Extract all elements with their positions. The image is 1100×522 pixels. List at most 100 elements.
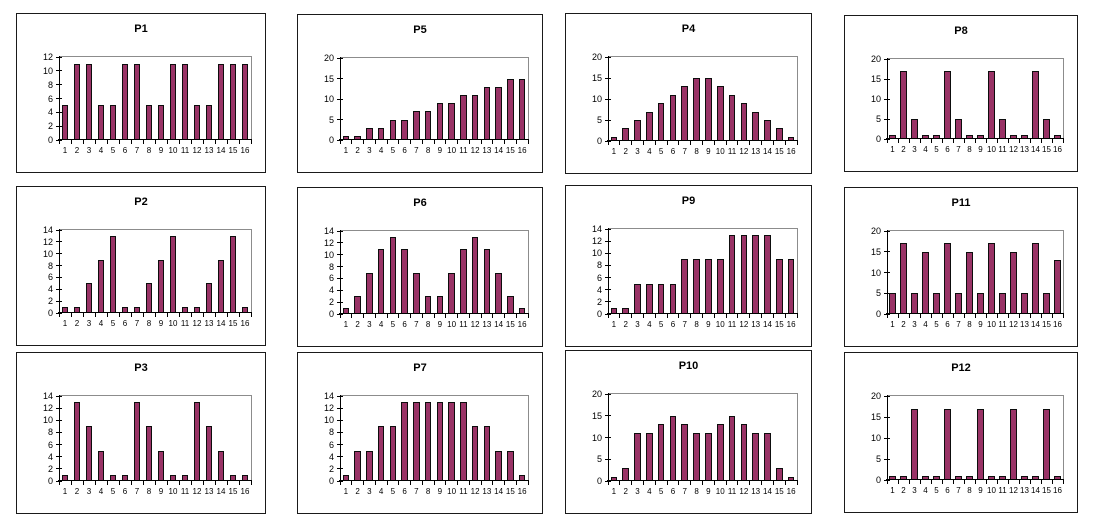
bar-p10-12 <box>740 424 748 481</box>
bar-p10-7 <box>681 424 689 481</box>
bar-p2-3 <box>85 283 93 313</box>
x-axis-tick <box>58 481 60 485</box>
bar-p1-10 <box>169 63 177 140</box>
y-axis-tick-label: 6 <box>328 273 334 284</box>
x-axis-tick-label: 10 <box>987 145 996 154</box>
chart-title: P5 <box>413 24 427 36</box>
bar-p12-13 <box>1021 475 1028 480</box>
x-axis-tick <box>214 140 216 144</box>
bar-p6-2 <box>354 296 361 314</box>
chart-panel-p2: P2 0 2 4 6 8 10 12 14 1 2 3 4 5 6 7 8 9 10 11 12 13 14 15 16 <box>16 186 266 346</box>
x-axis-tick <box>82 313 84 317</box>
y-axis-tick <box>56 300 62 302</box>
x-axis-tick-label: 4 <box>647 147 652 156</box>
x-axis-tick <box>796 141 798 145</box>
x-axis-tick <box>897 314 899 318</box>
x-axis-tick <box>1040 480 1042 484</box>
y-axis-tick <box>605 415 611 417</box>
y-axis-tick-label: 5 <box>596 454 602 465</box>
x-axis-tick <box>351 481 353 485</box>
x-axis-line <box>339 480 529 481</box>
x-axis-tick-label: 11 <box>180 487 190 496</box>
bar-p1-9 <box>157 105 165 140</box>
x-axis-tick-label: 9 <box>158 319 164 328</box>
bar-p10-1 <box>610 476 618 481</box>
x-axis-tick <box>492 140 494 144</box>
bar-p1-3 <box>85 63 93 140</box>
bar-p10-16 <box>787 476 795 481</box>
y-axis-tick <box>56 70 62 72</box>
plot-area: 0 2 4 6 8 10 12 1 2 3 4 5 6 7 8 9 10 11 12 13 14 15 16 <box>43 52 252 155</box>
y-axis-tick <box>56 468 62 470</box>
y-axis-line <box>59 229 60 313</box>
x-axis-tick-label: 13 <box>482 146 492 155</box>
x-axis-tick <box>1040 139 1042 143</box>
x-axis-tick-label: 13 <box>1020 486 1029 495</box>
x-axis-tick-label: 9 <box>437 146 443 155</box>
chart-panel-p1: P1 0 2 4 6 8 10 12 1 2 3 4 5 6 7 8 9 10 11 12 13 14 15 16 <box>16 13 266 173</box>
bar-p1-16 <box>241 63 249 140</box>
x-axis-tick-label: 3 <box>367 146 372 155</box>
x-axis-tick <box>784 141 786 145</box>
y-axis-tick <box>337 277 343 279</box>
x-axis-tick <box>130 313 132 317</box>
plot-area: 0 5 10 15 20 1 2 3 4 5 6 7 8 9 10 11 12 13 14 15 16 <box>871 226 1064 329</box>
x-axis-tick <box>421 140 423 144</box>
y-axis-tick <box>56 419 62 421</box>
x-axis-tick <box>908 480 910 484</box>
bar-p8-11 <box>999 119 1006 139</box>
x-axis-tick-label: 11 <box>998 486 1007 495</box>
y-axis-tick-label: 8 <box>47 260 53 271</box>
bar-p10-11 <box>728 415 736 481</box>
x-axis-tick <box>749 481 751 485</box>
x-axis-tick-label: 7 <box>682 147 687 156</box>
x-axis-tick-label: 8 <box>694 487 699 496</box>
bar-p2-7 <box>133 307 141 313</box>
y-axis-tick-label: 8 <box>328 427 334 438</box>
bar-p2-8 <box>145 283 153 313</box>
x-axis-tick <box>690 141 692 145</box>
x-axis-tick <box>713 314 715 318</box>
x-axis-tick <box>374 481 376 485</box>
bar-p1-14 <box>217 63 225 140</box>
x-axis-tick-label: 4 <box>647 487 652 496</box>
bar-p3-6 <box>121 474 129 481</box>
bar-p5-5 <box>389 119 397 140</box>
x-axis-tick <box>631 141 633 145</box>
x-axis-tick <box>784 314 786 318</box>
x-axis-tick-label: 4 <box>647 320 652 329</box>
y-axis-tick-label: 0 <box>596 309 602 319</box>
x-axis-tick-label: 5 <box>390 320 396 329</box>
x-axis-tick-label: 16 <box>1053 320 1062 329</box>
plot-area: 0 2 4 6 8 10 12 14 1 2 3 4 5 6 7 8 9 10 11 12 13 14 15 16 <box>324 226 529 329</box>
bar-p2-1 <box>61 307 69 313</box>
y-axis-tick-label: 6 <box>47 439 53 450</box>
x-axis-tick <box>238 481 240 485</box>
x-axis-tick <box>963 139 965 143</box>
bar-p8-9 <box>977 135 984 139</box>
bar-p12-15 <box>1043 408 1050 480</box>
x-axis-tick-label: 7 <box>682 320 687 329</box>
bar-p8-15 <box>1043 119 1050 139</box>
x-axis-tick <box>619 314 621 318</box>
x-axis-tick <box>166 313 168 317</box>
chart-title: P8 <box>954 25 968 37</box>
bar-p1-12 <box>193 105 201 140</box>
x-axis-tick <box>1018 480 1020 484</box>
x-axis-tick-label: 8 <box>967 486 972 495</box>
y-axis-tick-label: 2 <box>328 297 334 308</box>
y-axis-tick <box>337 468 343 470</box>
x-axis-tick <box>445 140 447 144</box>
x-axis-tick <box>952 480 954 484</box>
x-axis-tick-label: 9 <box>706 320 711 329</box>
x-axis-tick-label: 12 <box>192 146 202 155</box>
y-axis-tick-label: 4 <box>596 284 602 295</box>
x-axis-tick <box>619 141 621 145</box>
bar-p4-9 <box>705 78 712 141</box>
x-axis-tick <box>919 480 921 484</box>
x-axis-tick <box>433 140 435 144</box>
bar-p10-13 <box>752 433 759 481</box>
y-axis-tick <box>56 276 62 278</box>
x-axis-tick-label: 15 <box>505 487 515 496</box>
x-axis-tick <box>374 314 376 318</box>
